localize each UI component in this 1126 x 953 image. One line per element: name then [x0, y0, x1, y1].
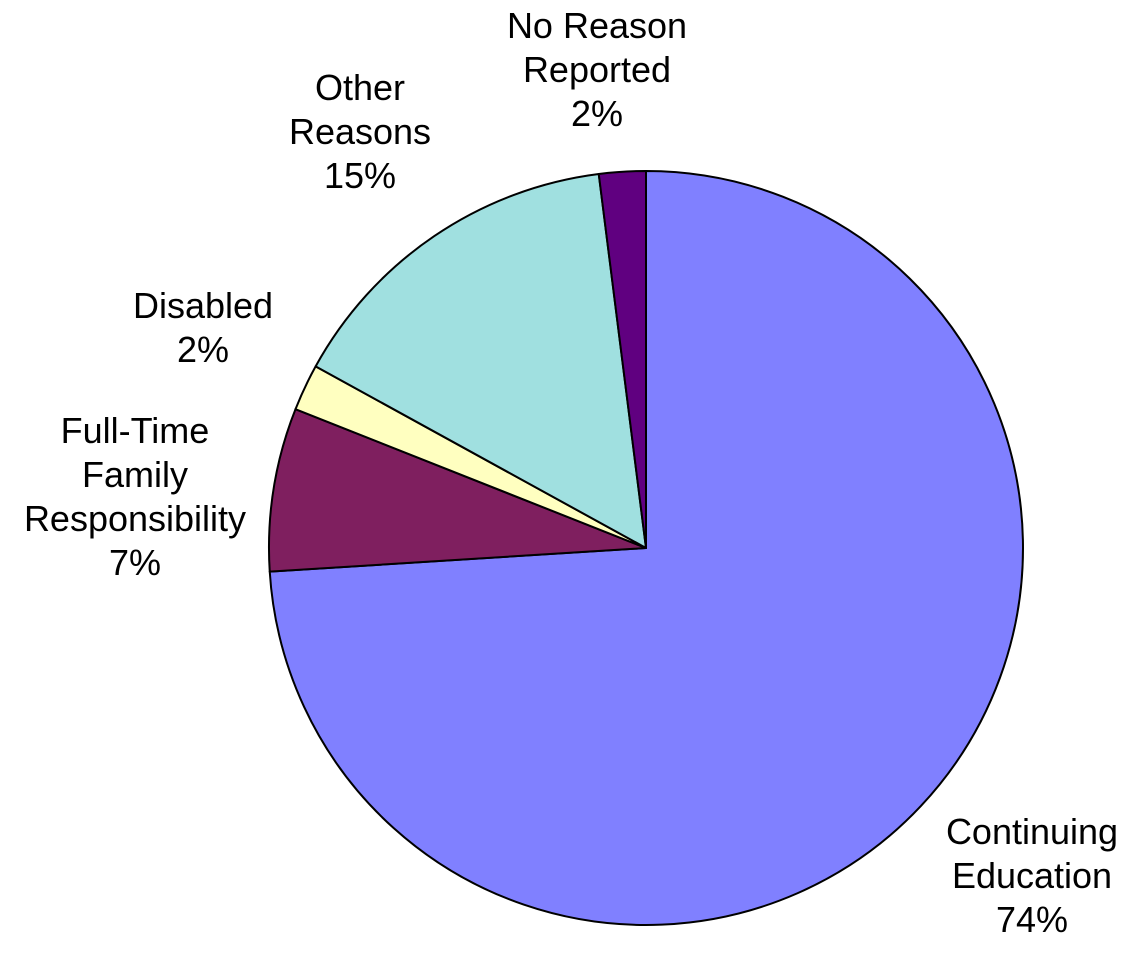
pie-labels: Continuing Education 74% Full-Time Family Res… [24, 5, 1118, 940]
pie-slice-3 [314, 172, 647, 549]
pie-label-0: Continuing Education 74% [946, 811, 1118, 940]
pie-category-label: Continuing [946, 811, 1118, 852]
pie-category-label: Education [952, 855, 1112, 896]
pie-category-label: Reported [523, 49, 671, 90]
pie-slice-1 [268, 408, 647, 573]
pie-label-1: Full-Time Family Responsibility 7% [24, 410, 246, 583]
pie-label-2: Disabled 2% [133, 285, 273, 370]
pie-category-label: Responsibility [24, 498, 246, 539]
pie-category-label: Family [82, 454, 188, 495]
pie-category-label: Other [315, 67, 405, 108]
pie-category-label: No Reason [507, 5, 687, 46]
pie-label-3: Other Reasons 15% [289, 67, 431, 196]
pie-category-label: Full-Time [61, 410, 210, 451]
pie-category-label: Disabled [133, 285, 273, 326]
pie-label-4: No Reason Reported 2% [507, 5, 687, 134]
pie-slice-4 [597, 170, 647, 549]
pie-value-label: 15% [324, 155, 396, 196]
pie-value-label: 74% [996, 899, 1068, 940]
pie-category-label: Reasons [289, 111, 431, 152]
pie-value-label: 2% [571, 93, 623, 134]
pie-slices [268, 170, 1024, 926]
pie-value-label: 2% [177, 329, 229, 370]
pie-value-label: 7% [109, 542, 161, 583]
